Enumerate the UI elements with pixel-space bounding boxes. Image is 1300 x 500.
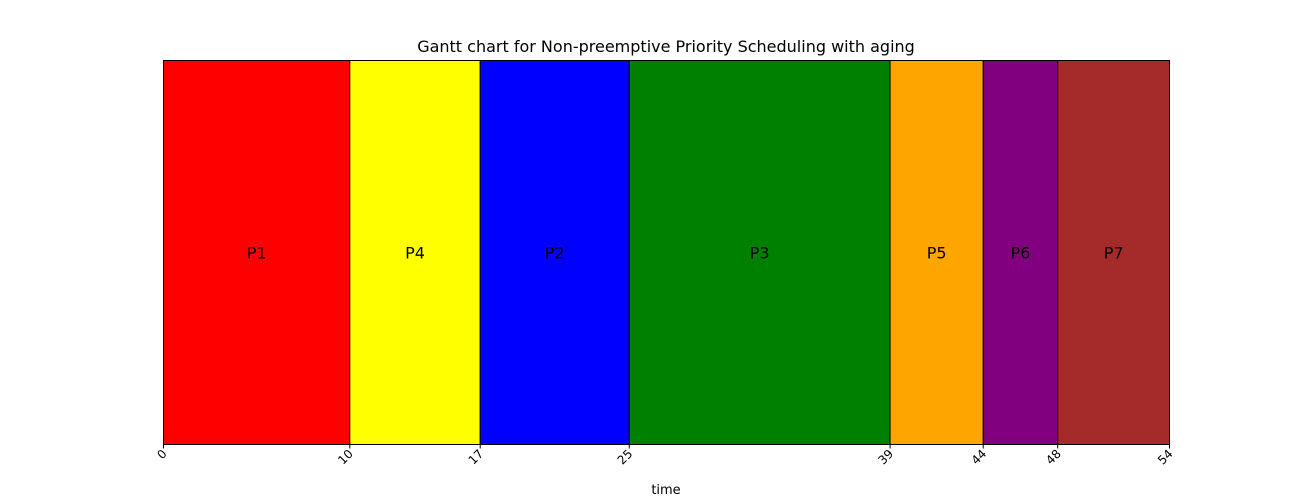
x-tick-label: 25 [615,447,636,468]
bar-label-p5: P5 [927,244,947,263]
x-tick-label: 44 [969,447,990,468]
bar-label-p3: P3 [750,244,770,263]
bar-p4 [349,60,481,445]
x-tick-label: 54 [1155,447,1176,468]
x-tick-label: 17 [466,447,487,468]
x-tick-label: 39 [875,447,896,468]
bar-label-p2: P2 [545,244,565,263]
x-tick-label: 0 [154,447,169,462]
x-axis-label: time [651,483,680,498]
plot-frame [163,60,1170,445]
bar-p5 [889,60,984,445]
bar-label-p1: P1 [247,244,267,263]
x-tick-label: 48 [1043,447,1064,468]
bars-group: P1 P4 P2 P3 P5 P6 P7 [163,60,1170,445]
chart-title: Gantt chart for Non-preemptive Priority … [417,37,915,56]
bar-p1 [163,60,351,445]
x-axis-ticks: 0 10 17 25 39 44 48 54 [154,444,1176,468]
bar-p3 [628,60,891,445]
bar-label-p6: P6 [1011,244,1031,263]
bar-label-p4: P4 [405,244,425,263]
bar-p7 [1057,60,1170,445]
x-tick-label: 10 [335,447,356,468]
bar-p6 [982,60,1059,445]
bar-label-p7: P7 [1104,244,1124,263]
